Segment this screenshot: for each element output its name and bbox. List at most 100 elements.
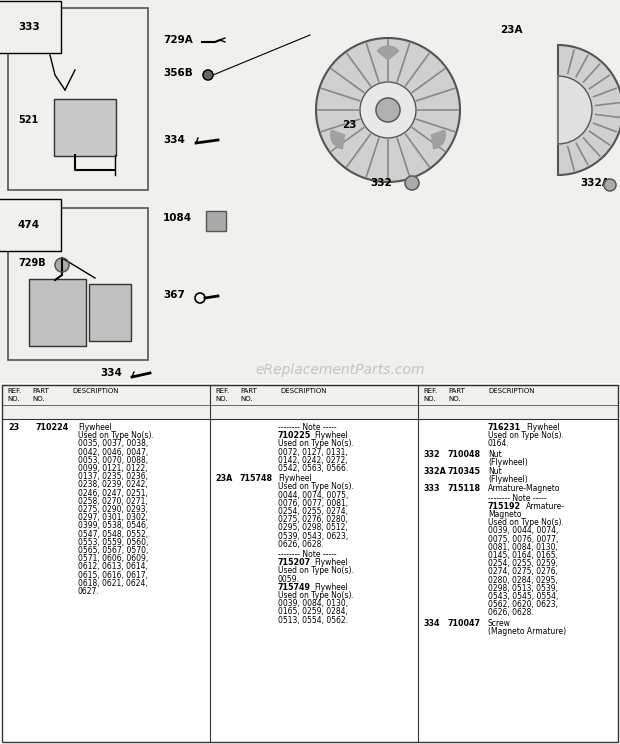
Text: Flywheel: Flywheel <box>314 583 348 591</box>
Text: 710345: 710345 <box>448 467 481 476</box>
Text: Nut: Nut <box>488 449 502 458</box>
Circle shape <box>604 179 616 191</box>
Text: 332A: 332A <box>423 467 446 476</box>
Text: 0399, 0538, 0546,: 0399, 0538, 0546, <box>78 522 148 530</box>
Text: 0626, 0628.: 0626, 0628. <box>488 609 534 618</box>
Text: 23A: 23A <box>500 25 523 35</box>
Text: 710225: 710225 <box>278 432 311 440</box>
Text: Flywheel: Flywheel <box>314 558 348 567</box>
Circle shape <box>316 38 460 182</box>
Text: Nut: Nut <box>488 467 502 476</box>
Text: 0615, 0616, 0617,: 0615, 0616, 0617, <box>78 571 148 580</box>
FancyBboxPatch shape <box>29 279 86 346</box>
Text: 0075, 0076, 0077,: 0075, 0076, 0077, <box>488 535 559 544</box>
Text: 0542, 0563, 0566.: 0542, 0563, 0566. <box>278 464 348 473</box>
Text: 0072, 0127, 0131,: 0072, 0127, 0131, <box>278 448 348 457</box>
Text: 0298, 0513, 0539,: 0298, 0513, 0539, <box>488 584 558 593</box>
Text: 0565, 0567, 0570,: 0565, 0567, 0570, <box>78 546 148 555</box>
Text: 0238, 0239, 0242,: 0238, 0239, 0242, <box>78 481 148 490</box>
Text: 715118: 715118 <box>448 484 481 493</box>
Text: 0142, 0242, 0272,: 0142, 0242, 0272, <box>278 456 348 465</box>
Text: -------- Note -----: -------- Note ----- <box>278 550 337 559</box>
Text: 1084: 1084 <box>163 213 192 223</box>
Text: NO.: NO. <box>423 396 436 402</box>
Text: 0081, 0084, 0130,: 0081, 0084, 0130, <box>488 543 558 552</box>
Text: eReplacementParts.com: eReplacementParts.com <box>255 363 425 377</box>
Text: 0137, 0235, 0236,: 0137, 0235, 0236, <box>78 472 148 481</box>
Circle shape <box>376 98 400 122</box>
Text: 0246, 0247, 0251,: 0246, 0247, 0251, <box>78 489 148 498</box>
Wedge shape <box>330 130 345 149</box>
Text: REF.: REF. <box>7 388 21 394</box>
Text: Used on Type No(s).: Used on Type No(s). <box>278 440 354 449</box>
Wedge shape <box>378 46 399 60</box>
Text: REF.: REF. <box>215 388 229 394</box>
Text: 333: 333 <box>423 484 440 493</box>
Text: 332: 332 <box>370 178 392 188</box>
Wedge shape <box>432 130 445 149</box>
Text: 710224: 710224 <box>36 423 69 432</box>
Text: 715749: 715749 <box>278 583 311 591</box>
Text: 715207: 715207 <box>278 558 311 567</box>
Text: 334: 334 <box>100 368 122 378</box>
Text: NO.: NO. <box>7 396 20 402</box>
Text: 729B: 729B <box>18 258 46 268</box>
Text: 356B: 356B <box>163 68 193 78</box>
Text: 0164.: 0164. <box>488 440 510 449</box>
Text: 0165, 0259, 0284,: 0165, 0259, 0284, <box>278 607 348 616</box>
Text: Flywheel: Flywheel <box>78 423 112 432</box>
Text: Flywheel: Flywheel <box>314 432 348 440</box>
Text: 0295, 0298, 0512,: 0295, 0298, 0512, <box>278 523 348 533</box>
Text: DESCRIPTION: DESCRIPTION <box>280 388 327 394</box>
Wedge shape <box>558 45 620 175</box>
Text: 0274, 0275, 0276,: 0274, 0275, 0276, <box>488 568 558 577</box>
Text: 474: 474 <box>18 220 40 230</box>
Text: 0044, 0074, 0075,: 0044, 0074, 0075, <box>278 490 348 500</box>
Text: Used on Type No(s).: Used on Type No(s). <box>278 482 354 491</box>
Text: Flywheel: Flywheel <box>526 423 560 432</box>
Circle shape <box>405 176 419 190</box>
Text: Screw: Screw <box>488 618 511 628</box>
Text: PART: PART <box>240 388 257 394</box>
Text: 716231: 716231 <box>488 423 521 432</box>
Text: 0053, 0070, 0088,: 0053, 0070, 0088, <box>78 456 148 465</box>
FancyBboxPatch shape <box>54 99 116 156</box>
Text: Magneto: Magneto <box>488 510 521 519</box>
Text: Used on Type No(s).: Used on Type No(s). <box>278 566 354 575</box>
Text: (Flywheel): (Flywheel) <box>488 475 528 484</box>
Text: 729A: 729A <box>163 35 193 45</box>
Text: 521: 521 <box>18 115 38 125</box>
Text: 333: 333 <box>18 22 40 32</box>
Text: 710048: 710048 <box>448 449 481 458</box>
Text: NO.: NO. <box>32 396 45 402</box>
Text: 0553, 0559, 0560,: 0553, 0559, 0560, <box>78 538 148 547</box>
Bar <box>0 383 620 744</box>
Text: 0275, 0290, 0293,: 0275, 0290, 0293, <box>78 505 148 514</box>
Text: 0145, 0164, 0165,: 0145, 0164, 0165, <box>488 551 558 560</box>
Text: 710047: 710047 <box>448 618 481 628</box>
Bar <box>0 0 620 383</box>
Text: 23: 23 <box>8 423 19 432</box>
Text: 0626, 0628.: 0626, 0628. <box>278 540 324 549</box>
Bar <box>8 8 148 190</box>
Circle shape <box>55 258 69 272</box>
Text: NO.: NO. <box>215 396 228 402</box>
Text: 0076, 0077, 0081,: 0076, 0077, 0081, <box>278 498 348 508</box>
Bar <box>8 208 148 360</box>
Text: 0258, 0270, 0271,: 0258, 0270, 0271, <box>78 497 148 506</box>
Text: 0275, 0276, 0280,: 0275, 0276, 0280, <box>278 515 348 525</box>
Text: 0280, 0284, 0295,: 0280, 0284, 0295, <box>488 576 558 585</box>
Text: 0039, 0084, 0130,: 0039, 0084, 0130, <box>278 599 348 608</box>
Circle shape <box>360 82 416 138</box>
Text: Used on Type No(s).: Used on Type No(s). <box>278 591 354 600</box>
Text: 0254, 0255, 0259,: 0254, 0255, 0259, <box>488 559 558 568</box>
Wedge shape <box>558 76 592 144</box>
Text: 0627.: 0627. <box>78 587 100 596</box>
Text: REF.: REF. <box>423 388 437 394</box>
Text: 715192: 715192 <box>488 501 521 511</box>
Text: 0059.: 0059. <box>278 574 300 583</box>
Text: 0035, 0037, 0038,: 0035, 0037, 0038, <box>78 440 148 449</box>
Text: 0297, 0301, 0302,: 0297, 0301, 0302, <box>78 513 148 522</box>
Text: (Flywheel): (Flywheel) <box>488 458 528 466</box>
Text: 332A: 332A <box>580 178 609 188</box>
